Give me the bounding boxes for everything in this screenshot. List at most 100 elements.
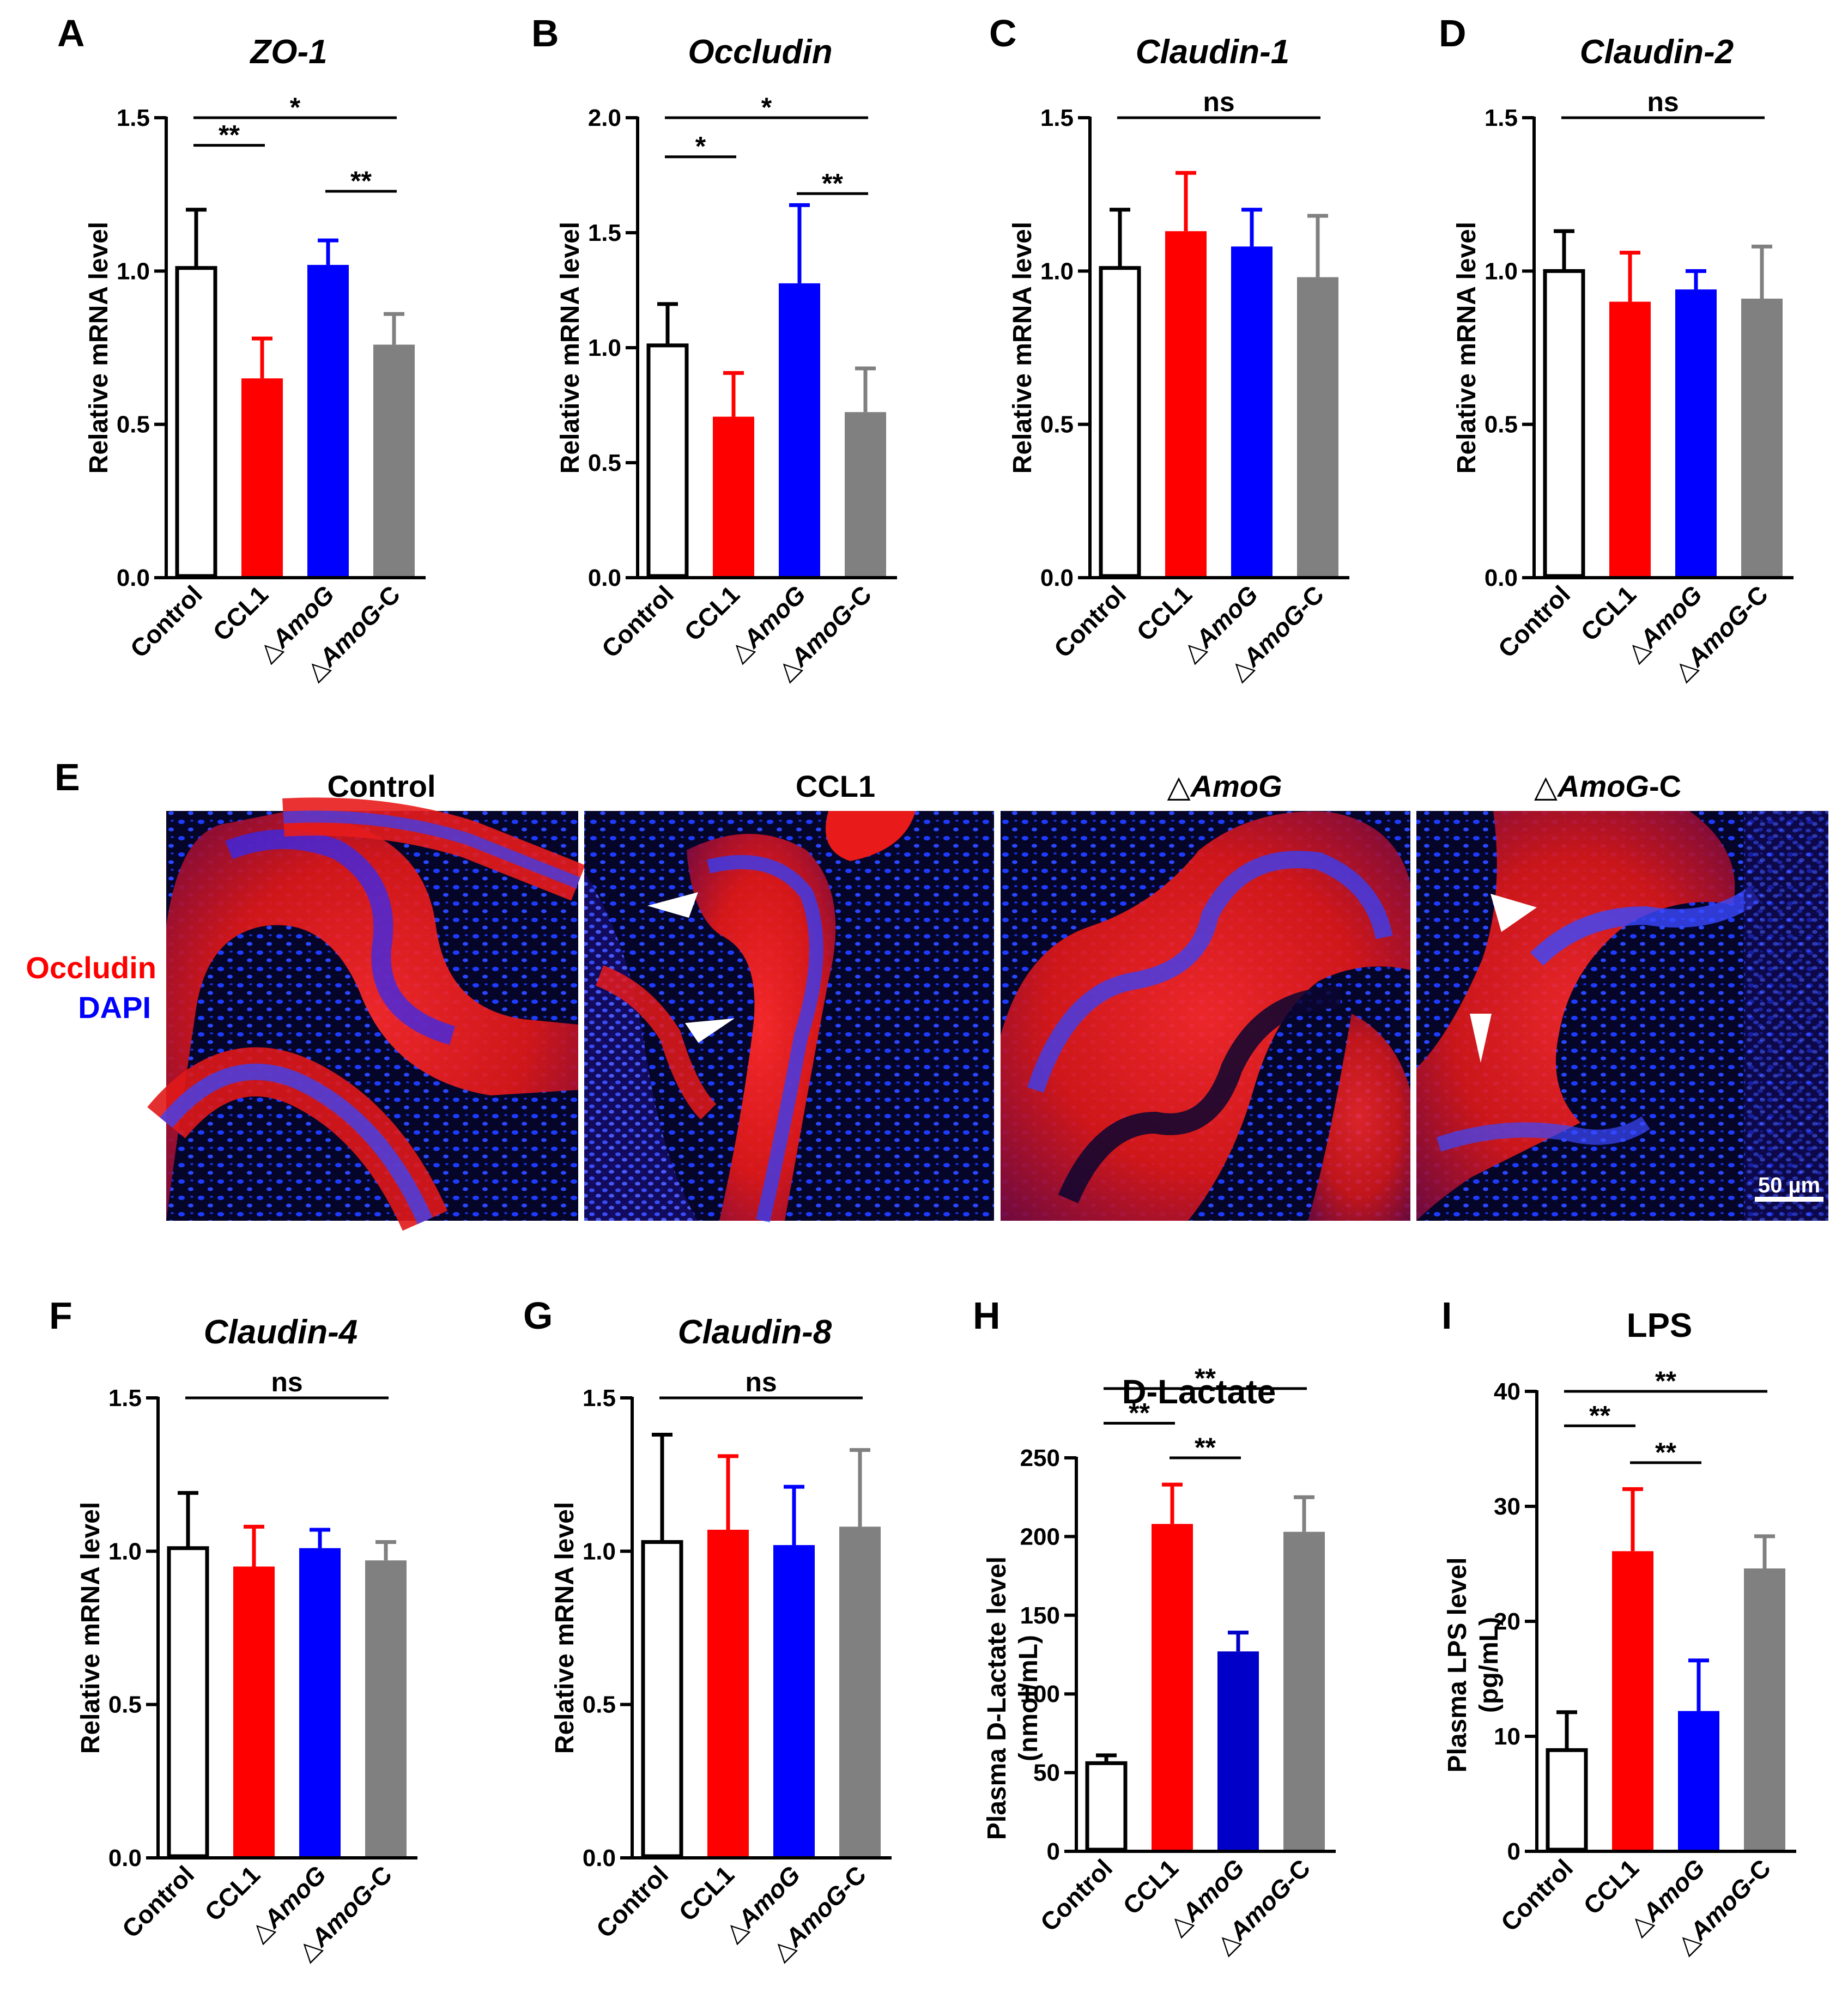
y-tick-label: 20 — [1494, 1608, 1520, 1635]
scale-bar — [1755, 1197, 1823, 1202]
bar-ccl1 — [1165, 231, 1207, 578]
category-label-control: Control — [1493, 580, 1576, 663]
y-tick-label: 0.5 — [117, 411, 150, 438]
y-tick-label: 1.0 — [588, 335, 621, 361]
bar-amog-c — [839, 1527, 881, 1858]
if-header-control: Control — [327, 769, 435, 803]
y-tick-label: 1.5 — [117, 105, 150, 131]
panel-letter-d: D — [1439, 12, 1467, 54]
stain-label-dapi: DAPI — [78, 990, 151, 1025]
bar-ccl1 — [713, 416, 754, 578]
panel-letter-f: F — [49, 1294, 72, 1337]
if-header-ccl1: CCL1 — [796, 769, 875, 803]
if-image-amog-c: 50 µm — [1416, 811, 1828, 1221]
arrowhead-icon — [1470, 1014, 1492, 1063]
chart-i: LPS 0 10 20 30 40 Plasma LPS level (pg/mL) Contr… — [1443, 1307, 1796, 1959]
bar-amog-c — [1283, 1531, 1325, 1851]
panel-letter-g: G — [523, 1294, 553, 1337]
significance-label: ns — [271, 1367, 302, 1397]
if-image-control — [147, 797, 585, 1231]
y-axis-label: Relative mRNA level — [1008, 222, 1037, 474]
y-axis-label-units: (pg/mL) — [1475, 1617, 1504, 1713]
chart-d: Claudin-2 0.0 0.5 1.0 1.5 Relative mRNA level… — [1452, 33, 1794, 686]
panel-letter-h: H — [973, 1294, 1001, 1337]
y-tick-label: 0.5 — [583, 1692, 616, 1718]
category-label-control: Control — [1495, 1853, 1578, 1936]
y-tick-label: 0.0 — [117, 565, 150, 591]
bar-control — [167, 1546, 209, 1858]
bar-amog — [1231, 246, 1273, 578]
panel-f: F Claudin-4 0.0 0.5 1.0 1.5 Relative mRNA lev… — [49, 1294, 417, 1966]
y-tick-label: 1.5 — [1040, 105, 1074, 131]
y-tick-label: 1.0 — [583, 1538, 616, 1565]
y-tick-label: 0.0 — [108, 1845, 142, 1871]
panel-e: E Control CCL1 △AmoG △AmoG-C Occludin DA… — [26, 756, 1828, 1231]
y-tick-label: 0.5 — [1040, 411, 1074, 438]
y-tick-label: 50 — [1033, 1760, 1060, 1786]
panel-b: B Occludin 0.0 0.5 1.0 1.5 2.0 Relative mRNA l… — [531, 12, 897, 686]
bar-ccl1 — [233, 1566, 275, 1858]
y-axis-label: Relative mRNA level — [76, 1502, 105, 1754]
category-label-control: Control — [596, 580, 679, 663]
y-tick-label: 200 — [1020, 1523, 1060, 1550]
chart-title: Claudin-4 — [204, 1313, 358, 1351]
panel-letter-a: A — [57, 12, 85, 54]
y-axis-label: Relative mRNA level — [550, 1502, 579, 1754]
chart-h: D-Lactate 0 50 100 150 200 250 Plasma D-Lactate… — [983, 1363, 1336, 1959]
panel-letter-b: B — [531, 12, 559, 54]
category-label-control: Control — [117, 1860, 199, 1943]
bar-amog — [1217, 1651, 1259, 1851]
bar-control — [1543, 269, 1585, 578]
stain-label-occludin: Occludin — [26, 950, 156, 985]
chart-title: ZO-1 — [249, 33, 327, 71]
if-image-amog — [1001, 811, 1410, 1221]
chart-b: Occludin 0.0 0.5 1.0 1.5 2.0 Relative mRNA lev… — [556, 33, 897, 686]
y-axis-label: Plasma D-Lactate level — [983, 1556, 1011, 1840]
bar-amog-c — [1744, 1568, 1785, 1851]
y-axis-label: Relative mRNA level — [1452, 222, 1481, 474]
panel-c: C Claudin-1 0.0 0.5 1.0 1.5 Relative mRNA lev… — [989, 12, 1349, 686]
if-header-amog-c: △AmoG-C — [1534, 769, 1681, 803]
chart-title: Claudin-2 — [1580, 33, 1734, 71]
significance-label: ns — [745, 1367, 777, 1397]
chart-title: D-Lactate — [1122, 1373, 1276, 1411]
scale-bar-label: 50 µm — [1758, 1173, 1820, 1197]
y-tick-label: 1.5 — [1485, 105, 1518, 131]
y-tick-label: 0.5 — [588, 450, 621, 476]
bar-ccl1 — [1612, 1551, 1653, 1851]
significance-label: ** — [1195, 1363, 1216, 1394]
panel-h: H D-Lactate 0 50 100 150 200 250 Plasma D-Lacta… — [973, 1294, 1336, 1959]
y-tick-label: 0.5 — [108, 1692, 142, 1718]
panel-letter-c: C — [989, 12, 1017, 54]
significance-label: ns — [1203, 87, 1234, 117]
significance-label: ** — [1129, 1397, 1150, 1428]
significance-label: * — [290, 92, 301, 123]
category-label-control: Control — [1035, 1853, 1118, 1936]
significance-label: ** — [1589, 1400, 1610, 1431]
panel-g: G Claudin-8 0.0 0.5 1.0 1.5 Relative mRNA lev… — [523, 1294, 892, 1966]
bar-amog — [1675, 289, 1717, 578]
y-tick-label: 2.0 — [588, 105, 621, 131]
arrowhead-icon — [647, 892, 698, 918]
y-axis-label: Relative mRNA level — [84, 222, 113, 474]
y-tick-label: 0.0 — [1040, 565, 1074, 591]
bar-amog-c — [845, 412, 886, 578]
if-image-ccl1 — [584, 811, 994, 1222]
bar-ccl1 — [241, 378, 283, 578]
if-header-amog: △AmoG — [1167, 769, 1282, 803]
y-tick-label: 0 — [1047, 1838, 1060, 1865]
bar-ccl1 — [1609, 301, 1651, 578]
y-tick-label: 30 — [1494, 1493, 1520, 1520]
bar-amog — [299, 1548, 341, 1858]
y-tick-label: 1.0 — [117, 258, 150, 284]
chart-title: LPS — [1627, 1307, 1693, 1344]
y-tick-label: 1.5 — [108, 1385, 142, 1412]
y-tick-label: 100 — [1020, 1681, 1060, 1707]
chart-g: Claudin-8 0.0 0.5 1.0 1.5 Relative mRNA level… — [550, 1313, 892, 1966]
y-tick-label: 0.0 — [1485, 565, 1518, 591]
bar-control — [1546, 1748, 1588, 1852]
chart-a: ZO-1 0.0 0.5 1.0 1.5 Relative mRNA level Contr… — [84, 33, 426, 686]
significance-label: ** — [350, 166, 372, 196]
bar-control — [175, 266, 217, 578]
y-tick-label: 0.5 — [1485, 411, 1518, 438]
